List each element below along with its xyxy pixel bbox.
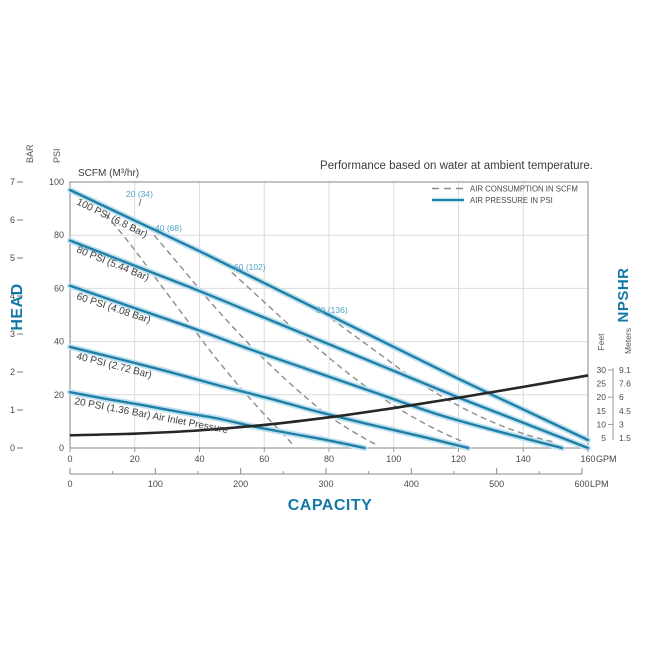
lpm-tick-label: 500 [489, 479, 504, 489]
air-pressure-curve [68, 239, 590, 450]
bar-tick-label: 2 [10, 367, 15, 377]
psi-tick-label: 60 [54, 283, 64, 293]
meters-tick-label: 6 [619, 392, 624, 402]
psi-tick-label: 100 [49, 177, 64, 187]
lpm-unit-label: LPM [590, 479, 609, 489]
bar-tick-label: 7 [10, 177, 15, 187]
npshr-axis-label: NPSHR [615, 267, 632, 322]
air-consumption-curve [153, 234, 378, 446]
meters-tick-label: 3 [619, 419, 624, 429]
air-consumption-curve [322, 311, 556, 444]
npshr-curve [69, 374, 589, 437]
bar-tick-label: 1 [10, 405, 15, 415]
air-pressure-curve [68, 284, 564, 450]
lpm-tick-label: 100 [148, 479, 163, 489]
gpm-tick-label: 40 [194, 454, 204, 464]
air-pressure-curve [68, 390, 366, 450]
air-consumption-curve-label: 80 (136) [316, 305, 348, 315]
lpm-tick-label: 300 [318, 479, 333, 489]
lpm-tick-label: 400 [404, 479, 419, 489]
meters-scale-label: Meters [623, 328, 633, 354]
grid-layer [69, 181, 589, 449]
legend-air-pressure-label: AIR PRESSURE IN PSI [470, 196, 553, 205]
scfm-header-label: SCFM (M³/hr) [78, 168, 139, 179]
air-pressure-curve [68, 345, 470, 450]
consumption-label-pointer [138, 198, 142, 207]
meters-tick-label: 9.1 [619, 365, 631, 375]
psi-tick-label: 0 [59, 443, 64, 453]
gpm-unit-label: GPM [596, 454, 617, 464]
psi-tick-label: 40 [54, 337, 64, 347]
meters-tick-label: 7.6 [619, 379, 631, 389]
feet-tick-label: 20 [597, 392, 607, 402]
bar-tick-label: 0 [10, 443, 15, 453]
lpm-tick-label: 200 [233, 479, 248, 489]
lpm-tick-label: 0 [67, 479, 72, 489]
psi-axis-label: PSI [52, 148, 62, 163]
bar-axis-label: BAR [25, 144, 35, 163]
air-consumption-curve-label: 40 (68) [155, 223, 182, 233]
feet-tick-label: 5 [601, 433, 606, 443]
air-consumption-curve-label: 60 (102) [234, 262, 266, 272]
air-pressure-curve [68, 188, 590, 442]
gpm-tick-label: 20 [130, 454, 140, 464]
feet-tick-label: 30 [597, 365, 607, 375]
legend: AIR CONSUMPTION IN SCFM AIR PRESSURE IN … [432, 185, 578, 205]
gpm-tick-label: 80 [324, 454, 334, 464]
meters-tick-label: 1.5 [619, 433, 631, 443]
bar-tick-label: 4 [10, 291, 15, 301]
capacity-axis-label: CAPACITY [288, 497, 373, 514]
air-consumption-curve-label: 20 (34) [126, 189, 153, 199]
head-axis-label: HEAD [9, 283, 26, 330]
psi-tick-label: 20 [54, 390, 64, 400]
feet-scale-label: Feet [596, 333, 606, 351]
gpm-tick-label: 60 [259, 454, 269, 464]
chart-title: Performance based on water at ambient te… [320, 160, 593, 172]
air-pressure-curve-label: 80 PSI (5.44 Bar) [75, 245, 151, 284]
feet-tick-label: 25 [597, 379, 607, 389]
gpm-tick-label: 140 [516, 454, 531, 464]
lpm-tick-label: 600 [574, 479, 589, 489]
bar-tick-label: 6 [10, 215, 15, 225]
gpm-tick-label: 160 [580, 454, 595, 464]
feet-tick-label: 15 [597, 406, 607, 416]
gpm-tick-label: 0 [67, 454, 72, 464]
meters-tick-label: 4.5 [619, 406, 631, 416]
curve-layer [67, 186, 591, 451]
gpm-tick-label: 100 [386, 454, 401, 464]
air-consumption-curve [231, 271, 466, 444]
psi-tick-label: 80 [54, 230, 64, 240]
legend-air-consumption-label: AIR CONSUMPTION IN SCFM [470, 185, 578, 194]
feet-tick-label: 10 [597, 419, 607, 429]
bar-tick-label: 3 [10, 329, 15, 339]
air-pressure-curve-label: 100 PSI (6.8 Bar) [75, 197, 149, 241]
bar-tick-label: 5 [10, 253, 15, 263]
gpm-tick-label: 120 [451, 454, 466, 464]
